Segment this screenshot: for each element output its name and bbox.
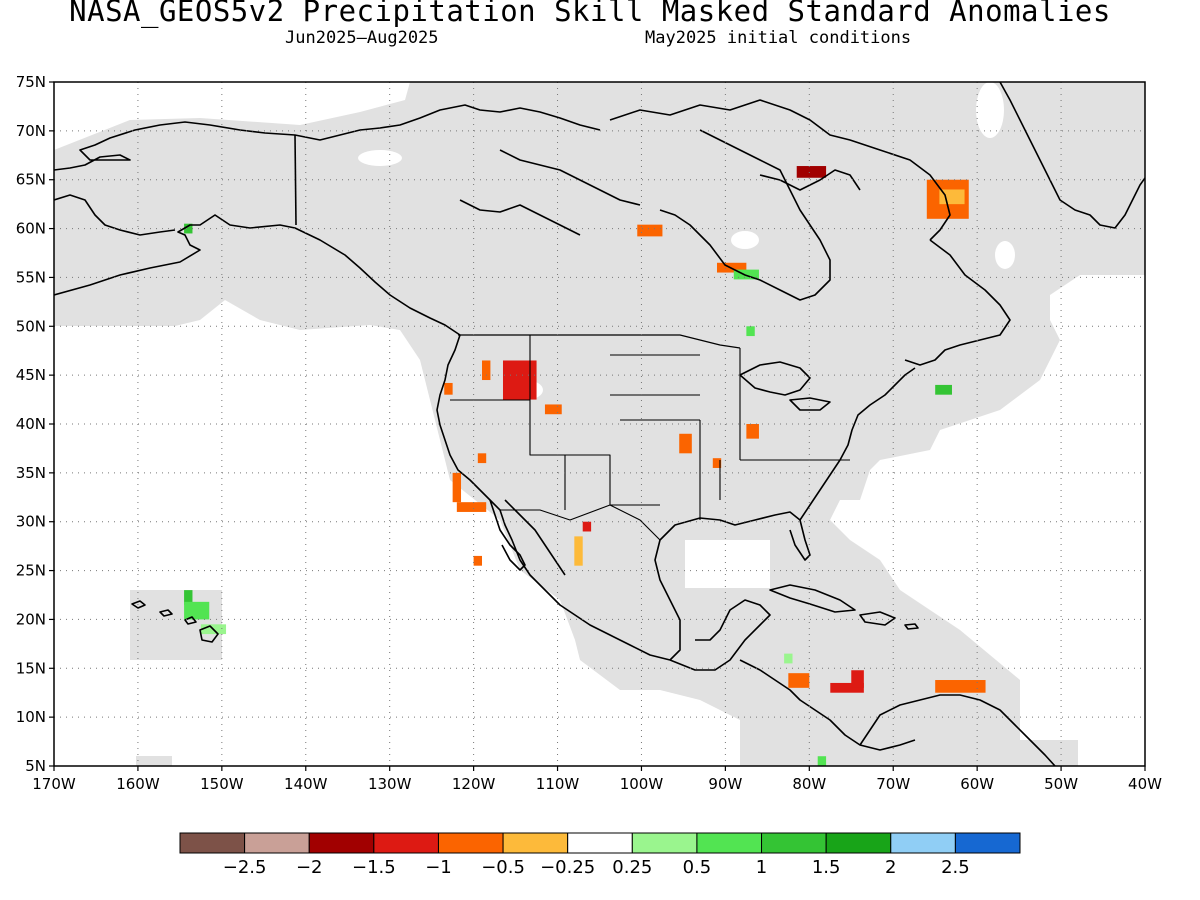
lat-label: 70N bbox=[16, 122, 46, 140]
colorbar-swatch bbox=[245, 833, 310, 853]
colorbar-swatch bbox=[374, 833, 439, 853]
anomaly-patch bbox=[851, 670, 864, 688]
lat-label: 60N bbox=[16, 220, 46, 238]
colorbar-label: −0.5 bbox=[481, 857, 525, 878]
lon-label: 160W bbox=[116, 775, 160, 793]
lon-label: 140W bbox=[284, 775, 328, 793]
lon-label: 150W bbox=[200, 775, 244, 793]
anomaly-patch bbox=[788, 673, 809, 688]
colorbar: −2.5 −2 −1.5 −1 −0.5 −0.25 0.25 0.5 1 1.5 2 2.5 bbox=[180, 833, 1020, 878]
colorbar-swatch bbox=[762, 833, 827, 853]
latitude-labels: 75N 70N 65N 60N 55N 50N 45N 40N 35N 30N 25N 20N 15N 1… bbox=[16, 73, 54, 775]
lon-label: 70W bbox=[876, 775, 910, 793]
colorbar-swatch bbox=[180, 833, 245, 853]
lat-label: 15N bbox=[16, 659, 46, 677]
colorbar-swatch bbox=[632, 833, 697, 853]
anomaly-patch bbox=[797, 166, 826, 178]
anomaly-patch bbox=[679, 434, 692, 454]
lon-label: 120W bbox=[452, 775, 496, 793]
longitude-labels: 170W 160W 150W 140W 130W 120W 110W 100W 90W 80W 70… bbox=[32, 766, 1162, 793]
colorbar-label: 2 bbox=[885, 857, 896, 878]
anomaly-patch bbox=[545, 404, 562, 414]
lon-label: 130W bbox=[368, 775, 412, 793]
lon-label: 80W bbox=[792, 775, 826, 793]
lat-label: 55N bbox=[16, 268, 46, 286]
colorbar-label: 1.5 bbox=[812, 857, 841, 878]
lon-label: 50W bbox=[1044, 775, 1078, 793]
lon-label: 40W bbox=[1128, 775, 1162, 793]
lat-label: 30N bbox=[16, 513, 46, 531]
lat-label: 10N bbox=[16, 708, 46, 726]
colorbar-label: 2.5 bbox=[941, 857, 970, 878]
lon-label: 60W bbox=[960, 775, 994, 793]
colorbar-label: 1 bbox=[756, 857, 767, 878]
lon-label: 100W bbox=[620, 775, 664, 793]
lat-label: 40N bbox=[16, 415, 46, 433]
lat-label: 45N bbox=[16, 366, 46, 384]
anomaly-patch bbox=[818, 756, 826, 766]
anomaly-patch bbox=[444, 383, 452, 395]
lat-label: 75N bbox=[16, 73, 46, 91]
anomaly-patch bbox=[583, 522, 591, 532]
anomaly-patch bbox=[474, 556, 482, 566]
anomaly-patch bbox=[746, 424, 759, 439]
anomaly-patch bbox=[184, 602, 209, 620]
lat-label: 35N bbox=[16, 464, 46, 482]
lon-label: 110W bbox=[536, 775, 580, 793]
anomaly-patch bbox=[478, 453, 486, 463]
lon-label: 90W bbox=[708, 775, 742, 793]
lat-label: 65N bbox=[16, 171, 46, 189]
colorbar-label: 0.5 bbox=[683, 857, 712, 878]
anomaly-patch bbox=[453, 473, 461, 502]
anomaly-patch bbox=[746, 326, 754, 336]
skill-mask bbox=[54, 82, 1145, 766]
lon-label: 170W bbox=[32, 775, 76, 793]
colorbar-swatch bbox=[503, 833, 568, 853]
anomaly-patch bbox=[784, 654, 792, 664]
anomaly-patch bbox=[574, 536, 582, 565]
anomaly-patch bbox=[482, 360, 490, 380]
colorbar-swatch bbox=[955, 833, 1020, 853]
colorbar-swatch bbox=[826, 833, 891, 853]
colorbar-swatch bbox=[568, 833, 633, 853]
colorbar-label: −0.25 bbox=[540, 857, 595, 878]
colorbar-label: −1.5 bbox=[352, 857, 396, 878]
colorbar-label: 0.25 bbox=[612, 857, 652, 878]
colorbar-label: −2 bbox=[296, 857, 323, 878]
lat-label: 25N bbox=[16, 562, 46, 580]
colorbar-label: −2.5 bbox=[223, 857, 267, 878]
colorbar-label: −1 bbox=[425, 857, 452, 878]
anomaly-patch bbox=[457, 502, 486, 512]
colorbar-swatch bbox=[438, 833, 503, 853]
anomaly-patch bbox=[935, 680, 985, 693]
lat-label: 5N bbox=[25, 757, 46, 775]
colorbar-swatch bbox=[891, 833, 956, 853]
anomaly-patch bbox=[935, 385, 952, 395]
colorbar-swatch bbox=[697, 833, 762, 853]
lat-label: 20N bbox=[16, 610, 46, 628]
colorbar-swatch bbox=[309, 833, 374, 853]
anomaly-patch bbox=[503, 360, 537, 399]
lat-label: 50N bbox=[16, 317, 46, 335]
